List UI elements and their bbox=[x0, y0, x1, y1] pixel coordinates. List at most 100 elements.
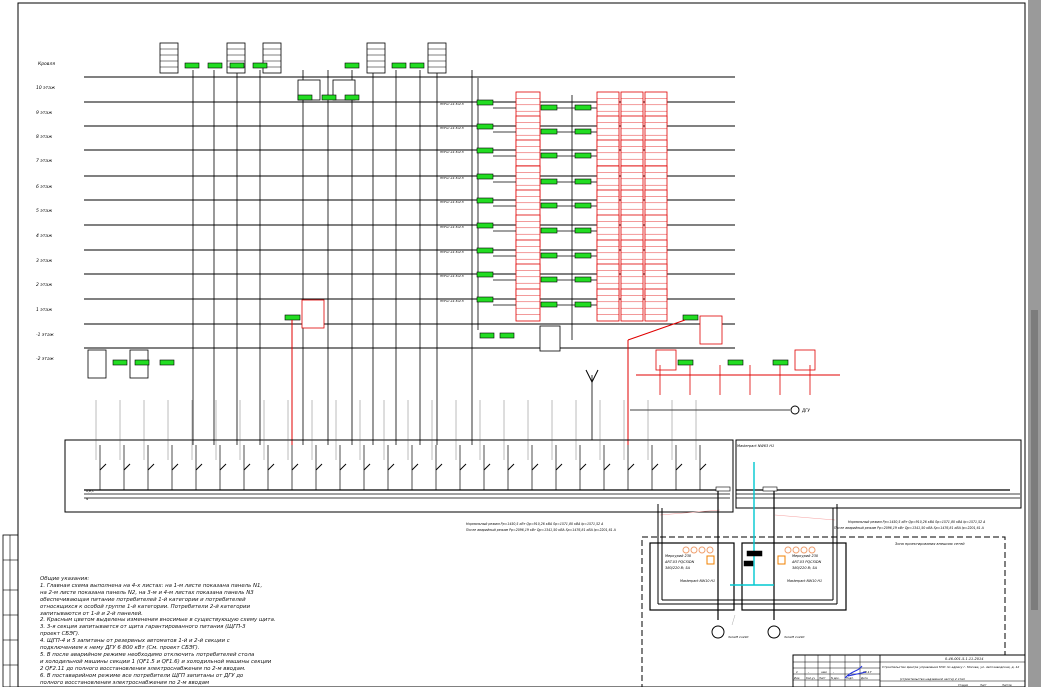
scrollbar-thumb[interactable] bbox=[1031, 310, 1038, 610]
floor-label: Кровля bbox=[38, 61, 55, 67]
note-line: 2 QF2.11 до полного восстановления элект… bbox=[40, 665, 246, 672]
breaker-label: Masterpact NW63 H1 bbox=[737, 444, 774, 448]
relay-block bbox=[743, 560, 754, 567]
meter-icon bbox=[706, 555, 715, 565]
transformer-icon bbox=[767, 625, 781, 639]
ammeter-icon bbox=[800, 546, 808, 554]
note-line: 4. ЩГП-4 и 5 запитаны от резервных автом… bbox=[40, 638, 230, 645]
dgu-label: ДГУ bbox=[801, 408, 810, 413]
green-panel bbox=[207, 62, 223, 69]
breaker-symbol bbox=[291, 463, 299, 471]
leader bbox=[774, 514, 836, 521]
meter-name: Меркурий 230 bbox=[792, 554, 819, 558]
floor-label: 8 этаж bbox=[36, 134, 53, 140]
cable-label: ППГнг-LS 3х2.5 bbox=[440, 225, 464, 229]
cable-label: ППГнг-LS 3х2.5 bbox=[440, 299, 464, 303]
breaker-symbol bbox=[171, 463, 179, 471]
floor-label: 10 этаж bbox=[36, 85, 56, 91]
breaker-symbol bbox=[483, 463, 491, 471]
green-panel bbox=[574, 301, 592, 308]
green-panel bbox=[540, 276, 558, 283]
breaker-symbol bbox=[507, 463, 515, 471]
breaker-symbol bbox=[315, 463, 323, 471]
green-panel bbox=[499, 332, 515, 339]
zone-label: Зона проектирования внешних сетей bbox=[895, 542, 965, 546]
red-panel bbox=[515, 288, 541, 322]
note-line: подключением к нему ДГУ 6 800 кВт (См. п… bbox=[40, 645, 200, 652]
breaker-label: Masterpact NW10 H1 bbox=[680, 579, 715, 583]
breaker-symbol bbox=[675, 463, 683, 471]
tb-value: 1 bbox=[796, 670, 798, 674]
meter-rating: 380/220 В; 5А bbox=[792, 566, 818, 570]
note-line: 1. Главная схема выполнена на 4-х листах… bbox=[40, 582, 263, 589]
leader bbox=[659, 509, 721, 516]
cable-label: ППГнг-LS 3х2.5 bbox=[440, 200, 464, 204]
ammeter-icon bbox=[792, 546, 800, 554]
tb-value: 09.17 bbox=[863, 670, 872, 674]
red-panel bbox=[655, 349, 677, 371]
breaker-symbol bbox=[147, 463, 155, 471]
breaker-symbol bbox=[339, 463, 347, 471]
tb-header: N док. bbox=[831, 676, 840, 680]
tb-stage-header: Стадия bbox=[958, 683, 968, 687]
red-panel bbox=[644, 288, 668, 322]
note-line: запитываются от 1-й и 2-й панелей. bbox=[40, 610, 143, 617]
floor-label: 5 этаж bbox=[36, 208, 53, 214]
cable-label: ППГнг-LS 3х2.5 bbox=[440, 274, 464, 278]
breaker-symbol bbox=[603, 463, 611, 471]
green-panel bbox=[229, 62, 245, 69]
panel-table bbox=[427, 42, 447, 74]
leader bbox=[731, 614, 736, 626]
ammeter-icon bbox=[808, 546, 816, 554]
breaker-symbol bbox=[435, 463, 443, 471]
green-panel bbox=[574, 152, 592, 159]
panel-table bbox=[159, 42, 179, 74]
cable-label: ППГнг-LS 3х2.5 bbox=[440, 150, 464, 154]
ammeter-icon bbox=[706, 546, 714, 554]
note-line: проект СБЭГ). bbox=[40, 631, 80, 638]
ammeter-icon bbox=[698, 546, 706, 554]
cable-label: ППГнг-LS 3х2.5 bbox=[440, 126, 464, 130]
green-panel bbox=[159, 359, 175, 366]
tb-value: - bbox=[833, 670, 834, 674]
green-panel bbox=[297, 94, 313, 101]
post-emergency-label: После аварийный режим Рр=2096,19 кВт Qр=… bbox=[834, 526, 984, 530]
green-panel bbox=[476, 271, 494, 278]
note-line: 2. Красным цветом выделены изменения вно… bbox=[40, 617, 276, 624]
switchboard-1 bbox=[64, 439, 734, 513]
green-panel bbox=[184, 62, 200, 69]
breaker-symbol bbox=[651, 463, 659, 471]
switchboard-2 bbox=[735, 439, 1022, 509]
note-line: обеспечивающая питание потребителей 1-й … bbox=[40, 596, 246, 603]
breaker-symbol bbox=[363, 463, 371, 471]
note-line: и холодильной машины секции 1 (QF1.5 и Q… bbox=[40, 658, 272, 665]
green-panel bbox=[252, 62, 268, 69]
title-block bbox=[792, 654, 1026, 687]
post-emergency-label-2: После аварийный режим Рр=2096,19 кВт Qр=… bbox=[466, 528, 616, 532]
cable-label: ППГнг-LS 3х2.5 bbox=[440, 176, 464, 180]
green-panel bbox=[540, 252, 558, 259]
red-panel bbox=[596, 288, 620, 322]
meter-rating: 380/220 В; 5А bbox=[665, 566, 691, 570]
new-feeder bbox=[627, 319, 686, 341]
green-panel bbox=[476, 173, 494, 180]
note-line: 3. 3-я секция запитывается от щита гаран… bbox=[40, 624, 246, 631]
meter-icon bbox=[777, 555, 786, 565]
green-panel bbox=[540, 128, 558, 135]
green-panel bbox=[540, 152, 558, 159]
ammeter-icon bbox=[784, 546, 792, 554]
bus-phase-label: A,B,C bbox=[85, 489, 95, 493]
breaker-symbol bbox=[531, 463, 539, 471]
meter-name: Меркурий 230 bbox=[665, 554, 692, 558]
breaker-symbol bbox=[579, 463, 587, 471]
drawing-frame bbox=[17, 2, 1026, 687]
floor-label: 4 этаж bbox=[36, 233, 53, 239]
breaker-label: Masterpact NW10 H1 bbox=[787, 579, 822, 583]
green-panel bbox=[284, 314, 301, 321]
floor-label: 9 этаж bbox=[36, 110, 53, 116]
green-panel bbox=[476, 222, 494, 229]
green-panel bbox=[476, 123, 494, 130]
panel-table bbox=[262, 42, 282, 74]
cable-label: ППГнг-LS 3х2.5 bbox=[440, 102, 464, 106]
floor-label: 1 этаж bbox=[36, 307, 53, 313]
